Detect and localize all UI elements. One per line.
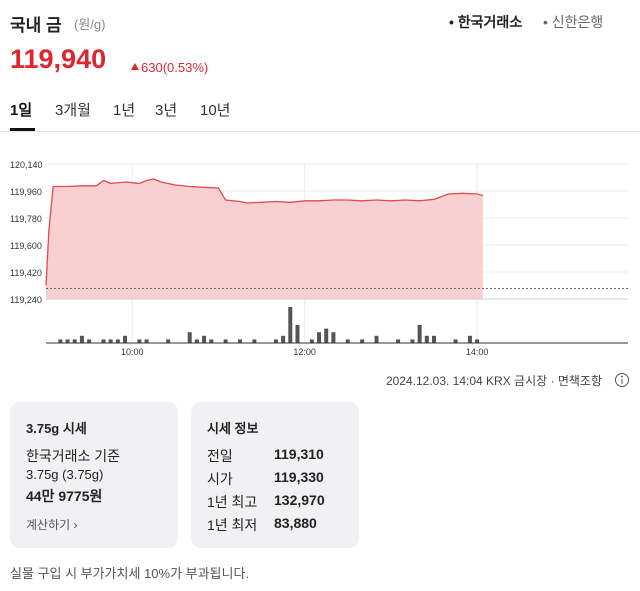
info-row: 1년 최고 132,970 bbox=[207, 492, 325, 512]
volume-bar bbox=[417, 325, 422, 343]
calc-link[interactable]: 계산하기 › bbox=[26, 518, 78, 532]
tab[interactable]: 3개월 bbox=[55, 102, 91, 119]
volume-bar bbox=[345, 339, 350, 343]
y-tick-label: 119,240 bbox=[10, 295, 42, 305]
info-label: 전일 bbox=[207, 448, 233, 464]
change-value: 630 bbox=[141, 60, 163, 75]
volume-bar bbox=[238, 339, 242, 343]
volume-bar bbox=[360, 339, 365, 343]
volume-bar bbox=[281, 335, 286, 343]
gram-card: 3.75g 시세 한국거래소 기준 3.75g (3.75g) 44만 9775… bbox=[10, 402, 178, 548]
link-text: 계산하기 bbox=[26, 518, 71, 532]
change: 630(0.53%) bbox=[141, 60, 208, 75]
volume-bar bbox=[410, 339, 415, 343]
volume-bar bbox=[273, 339, 278, 343]
volume-bar bbox=[72, 339, 77, 343]
volume-bar bbox=[475, 339, 480, 343]
info-row: 시가 119,330 bbox=[207, 469, 324, 489]
volume-bar bbox=[166, 339, 171, 343]
volume-bar bbox=[295, 325, 300, 343]
volume-bar bbox=[187, 332, 192, 343]
volume-bar bbox=[432, 335, 436, 343]
info-value: 83,880 bbox=[274, 515, 317, 531]
volume-bar bbox=[115, 339, 120, 343]
info-value: 119,310 bbox=[274, 446, 324, 462]
volume-bar bbox=[223, 339, 228, 343]
change-rate: (0.53%) bbox=[162, 60, 209, 75]
volume-bar bbox=[202, 335, 207, 343]
price-line bbox=[45, 178, 484, 286]
tab[interactable]: 3년 bbox=[155, 102, 178, 119]
info-icon[interactable] bbox=[614, 372, 630, 388]
volume-bar bbox=[101, 339, 106, 343]
volume-bar bbox=[79, 335, 84, 343]
volume-bar bbox=[374, 335, 379, 343]
volume-bar bbox=[144, 339, 149, 343]
y-tick-label: 119,600 bbox=[10, 241, 42, 251]
x-tick-label: 10:00 bbox=[121, 347, 144, 357]
tab[interactable]: 10년 bbox=[200, 102, 231, 119]
card-title: 시세 정보 bbox=[207, 421, 259, 436]
disclaimer[interactable]: 면책조항 bbox=[557, 374, 602, 388]
timestamp: 2024.12.03. 14:04 KRX 금시장 bbox=[385, 374, 548, 388]
source-tab[interactable]: • 신한은행 bbox=[543, 14, 604, 30]
x-tick-label: 14:00 bbox=[466, 347, 489, 357]
up-arrow bbox=[131, 63, 139, 70]
volume-bar bbox=[252, 339, 257, 343]
volume-bar bbox=[194, 339, 199, 343]
unit: (원/g) bbox=[74, 17, 106, 32]
chart: 119,240 119,420 119,600 119,780 119,960 120,1… bbox=[10, 160, 628, 357]
y-tick-label: 120,140 bbox=[10, 160, 43, 170]
info-label: 시가 bbox=[207, 471, 233, 487]
x-tick-label: 12:00 bbox=[293, 347, 316, 357]
basis: 한국거래소 기준 bbox=[26, 448, 121, 464]
volume-bar bbox=[137, 339, 142, 343]
volume-bar bbox=[396, 339, 401, 343]
volume-bar bbox=[424, 335, 429, 343]
volume-bar bbox=[87, 339, 92, 343]
info-row: 1년 최저 83,880 bbox=[207, 515, 317, 535]
volume-bar bbox=[58, 339, 63, 343]
info-value: 119,330 bbox=[274, 469, 324, 485]
title: 국내 금 bbox=[10, 16, 62, 35]
amount: 44만 9775원 bbox=[26, 488, 103, 504]
info-label: 1년 최저 bbox=[207, 517, 258, 533]
area-fill bbox=[46, 179, 483, 299]
info-value: 132,970 bbox=[274, 492, 325, 508]
volume-bar bbox=[309, 339, 314, 343]
y-tick-label: 119,780 bbox=[10, 214, 42, 224]
price: 119,940 bbox=[10, 44, 107, 74]
tab[interactable]: 1일 bbox=[10, 102, 33, 119]
volume-bar bbox=[467, 335, 472, 343]
volume-bar bbox=[65, 339, 70, 343]
source-tab[interactable]: • 한국거래소 bbox=[449, 14, 523, 30]
volume-bar bbox=[317, 332, 322, 343]
volume-bar bbox=[324, 328, 329, 343]
volume-bar bbox=[288, 307, 293, 343]
card-title: 3.75g 시세 bbox=[26, 421, 87, 436]
y-tick-label: 119,960 bbox=[10, 187, 42, 197]
weight: 3.75g (3.75g) bbox=[26, 467, 104, 482]
tab[interactable]: 1년 bbox=[113, 102, 136, 119]
volume-bar bbox=[108, 339, 113, 343]
info-row: 전일 119,310 bbox=[207, 446, 324, 466]
volume-bar bbox=[331, 332, 336, 343]
y-tick-label: 119,420 bbox=[10, 268, 42, 278]
divider bbox=[0, 131, 640, 132]
tab-underline bbox=[10, 128, 35, 131]
volume-bar bbox=[209, 339, 214, 343]
volume-bar bbox=[123, 335, 128, 343]
timestamp-line: 2024.12.03. 14:04 KRX 금시장 · 면책조항 bbox=[385, 374, 602, 388]
volume-bar bbox=[453, 339, 458, 343]
source-label: 한국거래소 bbox=[457, 14, 523, 30]
source-label: 신한은행 bbox=[551, 14, 604, 30]
info-label: 1년 최고 bbox=[207, 494, 258, 510]
note: 실물 구입 시 부가가치세 10%가 부과됩니다. bbox=[10, 566, 250, 581]
info-card: 시세 정보 전일 119,310 시가 119,330 1년 최고 132,970 1년 최… bbox=[191, 402, 359, 548]
